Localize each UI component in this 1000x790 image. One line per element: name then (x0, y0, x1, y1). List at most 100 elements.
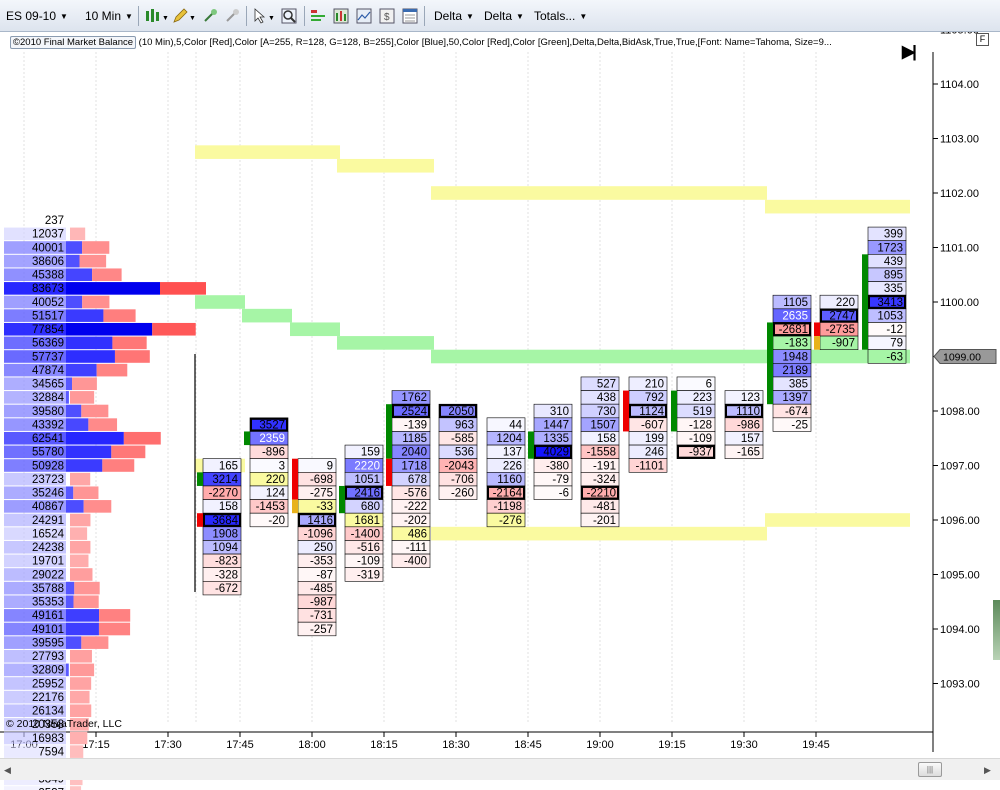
footprint-cell[interactable] (628, 458, 668, 473)
cursor-icon[interactable]: ▼ (252, 8, 276, 24)
profile-buy-bar (66, 486, 74, 500)
footprint-cell-value: 1094 (212, 542, 238, 554)
copyright-notice: © 2010 NinjaTrader, LLC (6, 718, 122, 730)
footprint-cell-value: -1198 (493, 501, 522, 513)
indicator-label[interactable]: ©2010 Final Market Balance (10 Min),5,Co… (10, 36, 832, 49)
footprint-chart-canvas[interactable]: 1105.00 1104.00 1103.00 1102.00 1101.00 1100.… (0, 32, 1000, 790)
profile-sell-bar (73, 486, 99, 500)
delta-direction-bar (814, 322, 820, 337)
footprint-max-cell-outline (534, 445, 572, 459)
scroll-left-icon[interactable]: ◀ (4, 765, 11, 775)
chart-image-icon[interactable] (356, 8, 372, 24)
indicator-name: ©2010 Final Market Balance (10, 36, 137, 49)
profile-volume-cell (4, 241, 66, 254)
footprint-cell-value: 9 (327, 460, 333, 472)
footprint-cell[interactable] (772, 417, 812, 432)
time-tick-label: 19:00 (586, 739, 614, 751)
footprint-cell[interactable] (297, 621, 337, 637)
yellow-level-band (765, 199, 910, 214)
footprint-max-cell-outline (487, 485, 525, 500)
footprint-cell[interactable] (391, 553, 431, 568)
delta-direction-bar (767, 322, 773, 405)
dollar-icon[interactable]: $ (379, 8, 395, 24)
profile-volume-value: 2537 (38, 787, 64, 790)
footprint-cell[interactable] (867, 349, 907, 364)
profile-volume-value: 19701 (32, 556, 64, 568)
bar-style-icon[interactable]: ▼ (144, 8, 168, 24)
footprint-cell[interactable] (344, 567, 384, 582)
profile-volume-value: 39580 (32, 406, 64, 418)
price-tick-label: 1105.00 (940, 32, 979, 37)
profile-sell-bar (70, 527, 88, 540)
interval-selector[interactable]: 10 Min ▼ (85, 6, 133, 26)
totals-dropdown[interactable]: Totals... ▼ (534, 6, 587, 26)
delta-direction-bar (197, 472, 203, 486)
delta-direction-bar (386, 404, 392, 459)
zoom-icon[interactable] (281, 8, 297, 24)
footprint-cell-value: 527 (597, 379, 616, 391)
delta-dropdown-label: Delta (484, 9, 513, 23)
profile-volume-value: 55780 (32, 447, 64, 459)
delta-dropdown-2[interactable]: Delta ▼ (484, 6, 524, 26)
price-tick-label: 1093.00 (940, 679, 980, 691)
footprint-cell[interactable] (202, 581, 242, 596)
footprint-cell[interactable] (249, 512, 289, 528)
footprint-cell-value: 44 (509, 419, 522, 431)
chevron-down-icon: ▼ (466, 12, 474, 21)
footprint-cell-value: -87 (316, 569, 333, 581)
scroll-right-icon[interactable]: ▶ (984, 765, 991, 775)
profile-buy-bar (66, 282, 160, 295)
profile-volume-cell (4, 622, 66, 636)
footprint-cell-value: -481 (593, 501, 616, 513)
footprint-cell-value: -165 (737, 447, 760, 459)
profile-volume-value: 29022 (32, 569, 64, 581)
profile-volume-value: 40867 (32, 501, 64, 513)
scrollbar-thumb[interactable]: ||| (918, 762, 942, 777)
indicator-params: (10 Min),5,Color [Red],Color [A=255, R=1… (138, 37, 832, 48)
profile-volume-value: 16983 (32, 733, 64, 745)
footprint-cell[interactable] (533, 485, 573, 500)
instrument-selector[interactable]: ES 09-10 ▼ (6, 6, 68, 26)
strategy-icon[interactable] (224, 8, 240, 24)
data-box-icon[interactable] (402, 8, 418, 24)
chart-panel[interactable]: 1105.00 1104.00 1103.00 1102.00 1101.00 1100.… (0, 32, 1000, 790)
profile-volume-cell (4, 486, 66, 500)
profile-volume-cell (4, 391, 66, 404)
profile-sell-bar (70, 513, 91, 527)
last-price-marker (933, 349, 997, 364)
profile-volume-value: 24291 (32, 515, 64, 527)
footprint-cell-value: -201 (593, 515, 616, 527)
profile-buy-bar (66, 309, 104, 322)
horizontal-scrollbar[interactable]: ◀ ||| ▶ (0, 758, 1000, 780)
footprint-cell-value: 2416 (354, 488, 380, 500)
profile-sell-bar (79, 254, 107, 268)
footprint-cell[interactable] (438, 485, 478, 500)
profile-volume-cell (4, 540, 66, 554)
chart-toolbar: ES 09-10 ▼ 10 Min ▼ ▼ ▼ ▼ $ Delta ▼ Delta ▼ … (0, 0, 1000, 32)
footprint-cell-value: -25 (791, 419, 808, 431)
footprint-cell-value: -276 (499, 515, 522, 527)
footprint-max-cell-outline (868, 295, 906, 309)
footprint-cell-value: 486 (408, 528, 427, 540)
footprint-cell[interactable] (724, 444, 764, 459)
chevron-down-icon: ▼ (60, 12, 68, 21)
footprint-cell[interactable] (486, 512, 526, 528)
profile-buy-bar (66, 336, 113, 350)
profile-volume-value: 38606 (32, 256, 64, 268)
footprint-cell-value: 1105 (783, 297, 808, 309)
profile-volume-cell (4, 227, 66, 241)
flag-button[interactable]: F (976, 33, 989, 46)
delta-dropdown-1[interactable]: Delta ▼ (434, 6, 474, 26)
add-indicator-icon[interactable] (202, 8, 218, 24)
profile-sell-bar (98, 622, 131, 636)
go-to-end-icon[interactable]: ▶| (902, 42, 917, 61)
footprint-cell-value: -191 (593, 460, 616, 472)
properties-icon[interactable] (310, 8, 326, 24)
drawing-pencil-icon[interactable]: ▼ (172, 8, 196, 24)
footprint-cell[interactable] (580, 512, 620, 528)
price-tick-label: 1103.00 (940, 134, 979, 146)
profile-buy-bar (66, 241, 83, 254)
data-series-icon[interactable] (333, 8, 349, 24)
profile-sell-bar (88, 418, 118, 431)
time-tick-label: 19:30 (730, 739, 758, 751)
